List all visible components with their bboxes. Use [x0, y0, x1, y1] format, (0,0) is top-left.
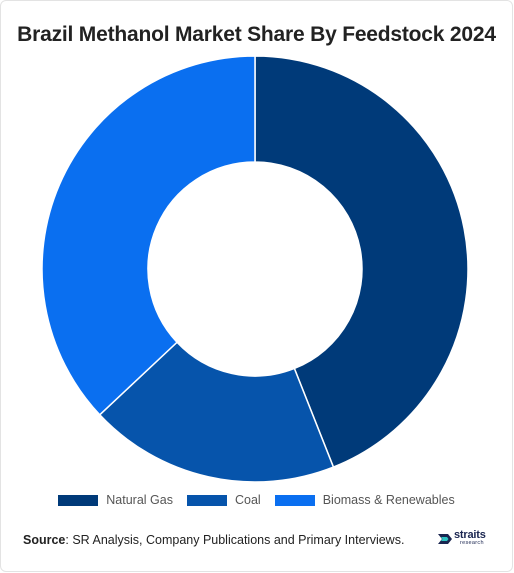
- source-text: : SR Analysis, Company Publications and …: [65, 533, 405, 547]
- legend-item-biomass: Biomass & Renewables: [274, 493, 455, 507]
- source-note: Source: SR Analysis, Company Publication…: [23, 533, 404, 547]
- legend-swatch-biomass: [274, 494, 315, 506]
- straits-logo-icon: [438, 534, 452, 544]
- logo-tagline: research: [460, 540, 484, 546]
- legend: Natural Gas Coal Biomass & Renewables: [1, 493, 512, 507]
- legend-label-coal: Coal: [234, 493, 261, 507]
- legend-item-coal: Coal: [186, 493, 261, 507]
- legend-swatch-coal: [186, 494, 227, 506]
- logo-name: straits: [454, 529, 486, 541]
- chart-title: Brazil Methanol Market Share By Feedstoc…: [17, 23, 496, 46]
- slice-biomass-renewables: [41, 55, 256, 416]
- legend-label-natural-gas: Natural Gas: [106, 493, 173, 507]
- straits-logo: straits research: [437, 529, 497, 551]
- legend-swatch-natural-gas: [58, 494, 99, 506]
- slice-coal: [98, 341, 335, 483]
- legend-label-biomass: Biomass & Renewables: [322, 493, 455, 507]
- donut-chart: [41, 55, 469, 483]
- source-label: Source: [23, 533, 66, 547]
- slice-natural-gas: [254, 55, 469, 469]
- legend-item-natural-gas: Natural Gas: [58, 493, 173, 507]
